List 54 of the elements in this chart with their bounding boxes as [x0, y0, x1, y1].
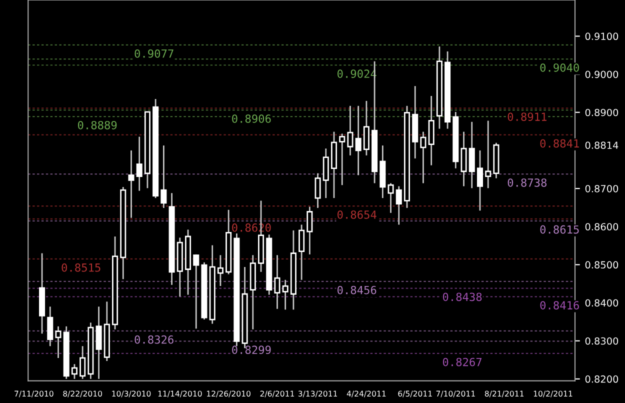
y-tick-label: 0.9100: [585, 32, 618, 40]
annotation: 0.8416: [540, 301, 579, 310]
candlestick: [485, 120, 492, 189]
candlestick: [282, 279, 288, 310]
candlestick: [314, 172, 321, 209]
candlestick: [274, 254, 280, 310]
candlestick: [136, 136, 142, 192]
annotation: 0.8267: [442, 358, 482, 366]
annotation: 0.8911: [508, 112, 546, 121]
candlestick: [468, 121, 475, 189]
annotation: 0.8654: [338, 210, 376, 219]
candlestick: [298, 224, 305, 281]
candlestick: [396, 186, 402, 226]
candlestick: [347, 105, 354, 156]
y-tick-label: 0.9000: [585, 70, 618, 78]
y-tick-label: 0.8600: [585, 223, 618, 230]
annotation: 0.8615: [540, 225, 579, 234]
annotation: 0.9077: [134, 49, 174, 58]
candlestick: [80, 345, 86, 380]
y-tick-label: 0.8200: [585, 375, 618, 383]
candlestick: [71, 363, 78, 380]
annotation: 0.8738: [508, 178, 547, 187]
candlestick: [306, 206, 313, 256]
candlestick: [363, 100, 370, 156]
annotation: 0.8906: [232, 114, 271, 123]
y-tick-label: 0.8400: [585, 299, 618, 307]
candlestick: [55, 326, 62, 359]
y-tick-label: 0.8300: [585, 337, 618, 345]
candlestick: [217, 254, 224, 287]
candlestick: [128, 150, 134, 219]
candlestick: [193, 254, 200, 330]
candlestick: [322, 148, 329, 199]
annotation: 0.8515: [62, 263, 100, 272]
y-tick-label: 0.8814: [585, 142, 618, 149]
annotation: 0.8841: [540, 139, 579, 148]
y-tick-label: 0.8500: [585, 261, 618, 269]
annotation: 0.8326: [134, 335, 174, 344]
candlestick: [388, 182, 394, 214]
candlestick: [355, 105, 362, 176]
annotation: 0.9040: [540, 63, 579, 72]
candlestick: [339, 132, 346, 186]
candlestick: [428, 95, 434, 166]
annotation: 0.8438: [442, 292, 482, 302]
y-tick-label: 0.8900: [585, 108, 618, 116]
y-tick-label: 0.8700: [585, 184, 618, 192]
annotation: 0.8456: [338, 286, 376, 294]
annotation: 0.8299: [232, 346, 271, 354]
candlestick: [96, 306, 102, 380]
candlestick: [460, 131, 467, 187]
candlestick: [476, 150, 484, 212]
candlestick: [47, 306, 54, 347]
candlestick: [160, 144, 167, 209]
candlestick: [420, 131, 426, 184]
annotation: 0.8889: [78, 120, 117, 130]
